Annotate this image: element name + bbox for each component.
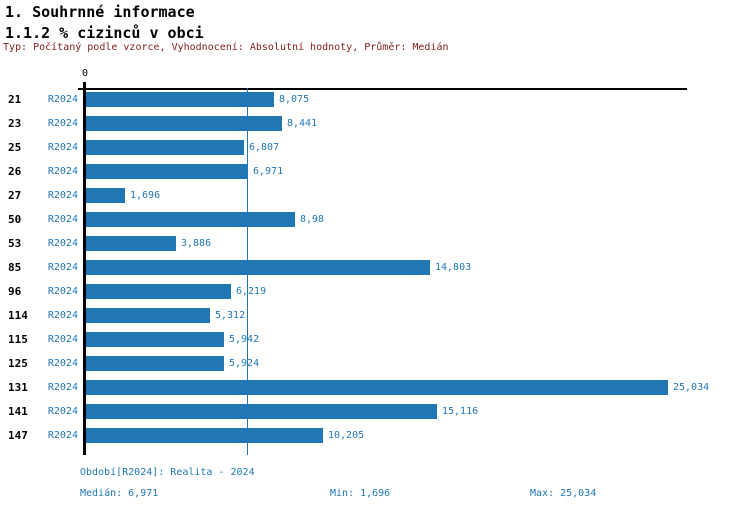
- bar-row: 50 R2024 8,98: [0, 212, 750, 227]
- bar: [86, 164, 248, 179]
- y-axis-line: [83, 82, 86, 455]
- row-period-label: R2024: [47, 262, 78, 273]
- bar: [86, 236, 176, 251]
- row-category-label: 21: [8, 93, 22, 106]
- bar-row: 27 R2024 1,696: [0, 188, 750, 203]
- row-category-label: 85: [8, 261, 22, 274]
- bar-row: 23 R2024 8,441: [0, 116, 750, 131]
- row-period-label: R2024: [47, 94, 78, 105]
- bar-row: 26 R2024 6,971: [0, 164, 750, 179]
- bar: [86, 188, 125, 203]
- bar-value-label: 5,942: [229, 334, 260, 345]
- bar-value-label: 25,034: [673, 382, 710, 393]
- bar-row: 96 R2024 6,219: [0, 284, 750, 299]
- axis-zero-label: 0: [81, 68, 89, 79]
- page-title: 1. Souhrnné informace: [5, 3, 195, 21]
- bar-value-label: 1,696: [130, 190, 161, 201]
- bar-value-label: 10,205: [328, 430, 365, 441]
- bar-row: 53 R2024 3,886: [0, 236, 750, 251]
- bar: [86, 404, 437, 419]
- bar-row: 114 R2024 5,312: [0, 308, 750, 323]
- row-period-label: R2024: [47, 142, 78, 153]
- row-category-label: 96: [8, 285, 22, 298]
- x-axis-line: [78, 88, 687, 90]
- row-period-label: R2024: [47, 190, 78, 201]
- row-period-label: R2024: [47, 166, 78, 177]
- bar-row: 131 R2024 25,034: [0, 380, 750, 395]
- bar-row: 21 R2024 8,075: [0, 92, 750, 107]
- row-period-label: R2024: [47, 334, 78, 345]
- bar-value-label: 5,924: [229, 358, 260, 369]
- row-period-label: R2024: [47, 358, 78, 369]
- bar: [86, 332, 224, 347]
- row-period-label: R2024: [47, 214, 78, 225]
- row-category-label: 141: [8, 405, 28, 418]
- row-category-label: 125: [8, 357, 28, 370]
- row-period-label: R2024: [47, 382, 78, 393]
- row-category-label: 131: [8, 381, 28, 394]
- chart-meta-line: Typ: Počítaný podle vzorce, Vyhodnocení:…: [3, 42, 449, 53]
- bar: [86, 92, 274, 107]
- bar: [86, 428, 323, 443]
- bar: [86, 116, 282, 131]
- row-period-label: R2024: [47, 286, 78, 297]
- bar-value-label: 3,886: [181, 238, 212, 249]
- row-category-label: 147: [8, 429, 28, 442]
- bar: [86, 380, 668, 395]
- row-period-label: R2024: [47, 430, 78, 441]
- footer-median: Medián: 6,971: [80, 488, 159, 499]
- footer-period: Období[R2024]: Realita - 2024: [80, 467, 255, 478]
- bar-value-label: 5,312: [215, 310, 246, 321]
- bar-value-label: 8,441: [287, 118, 318, 129]
- bar-value-label: 6,219: [236, 286, 267, 297]
- bar: [86, 284, 231, 299]
- row-category-label: 23: [8, 117, 22, 130]
- bar-row: 125 R2024 5,924: [0, 356, 750, 371]
- footer-min: Min: 1,696: [330, 488, 391, 499]
- bar-value-label: 6,971: [253, 166, 284, 177]
- bar: [86, 140, 244, 155]
- row-period-label: R2024: [47, 118, 78, 129]
- bar-value-label: 8,075: [279, 94, 310, 105]
- bar-row: 115 R2024 5,942: [0, 332, 750, 347]
- bar: [86, 356, 224, 371]
- row-category-label: 50: [8, 213, 22, 226]
- row-period-label: R2024: [47, 406, 78, 417]
- bar-value-label: 14,803: [435, 262, 472, 273]
- bar-row: 25 R2024 6,807: [0, 140, 750, 155]
- row-category-label: 27: [8, 189, 22, 202]
- bar-row: 141 R2024 15,116: [0, 404, 750, 419]
- bar-value-label: 15,116: [442, 406, 479, 417]
- bar-value-label: 6,807: [249, 142, 280, 153]
- row-category-label: 25: [8, 141, 22, 154]
- row-category-label: 53: [8, 237, 22, 250]
- bar-row: 85 R2024 14,803: [0, 260, 750, 275]
- row-period-label: R2024: [47, 310, 78, 321]
- bar-row: 147 R2024 10,205: [0, 428, 750, 443]
- row-category-label: 26: [8, 165, 22, 178]
- row-category-label: 114: [8, 309, 28, 322]
- row-period-label: R2024: [47, 238, 78, 249]
- row-category-label: 115: [8, 333, 28, 346]
- footer-max: Max: 25,034: [530, 488, 597, 499]
- bar: [86, 260, 430, 275]
- bar-value-label: 8,98: [300, 214, 325, 225]
- bar: [86, 308, 210, 323]
- bar: [86, 212, 295, 227]
- page-subtitle: 1.1.2 % cizinců v obci: [5, 24, 204, 42]
